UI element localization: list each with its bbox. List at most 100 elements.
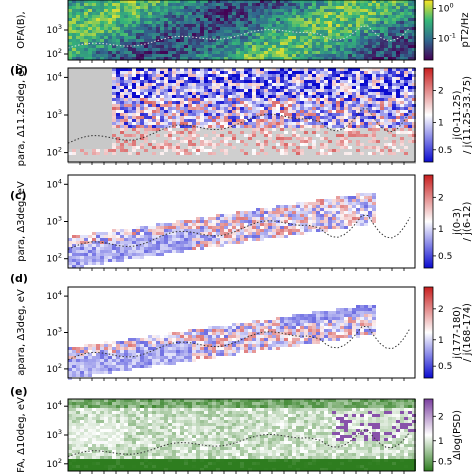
heatmap-cell bbox=[332, 149, 336, 152]
heatmap-cell bbox=[332, 3, 336, 6]
heatmap-cell bbox=[116, 15, 120, 18]
heatmap-cell bbox=[360, 152, 364, 155]
heatmap-cell bbox=[236, 9, 240, 12]
heatmap-cell bbox=[300, 95, 304, 98]
heatmap-cell bbox=[352, 3, 356, 6]
heatmap-cell bbox=[156, 33, 160, 36]
heatmap-cell bbox=[384, 137, 388, 140]
heatmap-cell bbox=[396, 30, 400, 33]
heatmap-cell bbox=[116, 98, 120, 101]
heatmap-cell bbox=[116, 36, 120, 39]
heatmap-cell bbox=[156, 6, 160, 9]
heatmap-cell bbox=[264, 71, 268, 74]
heatmap-cell bbox=[156, 107, 160, 110]
heatmap-cell bbox=[248, 0, 252, 3]
heatmap-cell bbox=[184, 122, 188, 125]
heatmap-cell bbox=[288, 137, 292, 140]
heatmap-cell bbox=[124, 140, 128, 143]
heatmap-cell bbox=[120, 149, 124, 152]
heatmap-cell bbox=[68, 51, 72, 54]
heatmap-cell bbox=[112, 77, 116, 80]
heatmap-cell bbox=[396, 42, 400, 45]
heatmap-cell bbox=[312, 18, 316, 21]
heatmap-cell bbox=[312, 9, 316, 12]
heatmap-cell bbox=[392, 98, 396, 101]
heatmap-cell bbox=[188, 101, 192, 104]
heatmap-cell bbox=[388, 42, 392, 45]
heatmap-cell bbox=[144, 134, 148, 137]
heatmap-cell bbox=[208, 86, 212, 89]
heatmap-cell bbox=[104, 3, 108, 6]
heatmap-cell bbox=[164, 12, 168, 15]
heatmap-cell bbox=[208, 125, 212, 128]
heatmap-cell bbox=[208, 101, 212, 104]
heatmap-cell bbox=[192, 33, 196, 36]
heatmap-cell bbox=[396, 51, 400, 54]
heatmap-cell bbox=[304, 6, 308, 9]
heatmap-cell bbox=[256, 74, 260, 77]
heatmap-cell bbox=[136, 30, 140, 33]
heatmap-cell bbox=[104, 137, 108, 140]
heatmap-cell bbox=[176, 131, 180, 134]
heatmap-cell bbox=[80, 140, 84, 143]
heatmap-cell bbox=[80, 42, 84, 45]
heatmap-cell bbox=[80, 57, 84, 60]
heatmap-cell bbox=[224, 125, 228, 128]
heatmap-cell bbox=[216, 71, 220, 74]
heatmap-cell bbox=[348, 149, 352, 152]
heatmap-cell bbox=[140, 122, 144, 125]
heatmap-cell bbox=[296, 68, 300, 71]
heatmap-cell bbox=[256, 36, 260, 39]
heatmap-cell bbox=[328, 30, 332, 33]
heatmap-cell bbox=[128, 137, 132, 140]
heatmap-cell bbox=[260, 6, 264, 9]
heatmap-cell bbox=[320, 71, 324, 74]
heatmap-cell bbox=[68, 18, 72, 21]
heatmap-cell bbox=[256, 0, 260, 3]
heatmap-cell bbox=[204, 229, 208, 232]
heatmap-cell bbox=[88, 86, 92, 89]
heatmap-cell bbox=[172, 226, 176, 229]
heatmap-cell bbox=[280, 131, 284, 134]
heatmap-cell bbox=[192, 119, 196, 122]
heatmap-cell bbox=[180, 12, 184, 15]
heatmap-cell bbox=[80, 104, 84, 107]
heatmap-cell bbox=[280, 158, 284, 161]
heatmap-cell bbox=[196, 226, 200, 229]
heatmap-cell bbox=[160, 250, 164, 253]
heatmap-cell bbox=[228, 134, 232, 137]
heatmap-cell bbox=[84, 238, 88, 241]
heatmap-cell bbox=[116, 155, 120, 158]
heatmap-cell bbox=[356, 77, 360, 80]
heatmap-cell bbox=[276, 33, 280, 36]
heatmap-cell bbox=[100, 6, 104, 9]
heatmap-cell bbox=[268, 104, 272, 107]
heatmap-cell bbox=[144, 247, 148, 250]
heatmap-cell bbox=[168, 27, 172, 30]
heatmap-cell bbox=[212, 116, 216, 119]
heatmap-cell bbox=[396, 86, 400, 89]
heatmap-cell bbox=[408, 71, 412, 74]
heatmap-cell bbox=[168, 68, 172, 71]
heatmap-cell bbox=[304, 125, 308, 128]
heatmap-cell bbox=[184, 36, 188, 39]
heatmap-cell bbox=[356, 146, 360, 149]
heatmap-cell bbox=[268, 116, 272, 119]
heatmap-cell bbox=[288, 110, 292, 113]
heatmap-cell bbox=[148, 131, 152, 134]
heatmap-cell bbox=[344, 27, 348, 30]
heatmap-cell bbox=[340, 107, 344, 110]
heatmap-cell bbox=[300, 51, 304, 54]
heatmap-cell bbox=[216, 30, 220, 33]
heatmap-cell bbox=[136, 54, 140, 57]
heatmap-cell bbox=[288, 45, 292, 48]
heatmap-cell bbox=[156, 80, 160, 83]
heatmap-cell bbox=[200, 0, 204, 3]
heatmap-cell bbox=[368, 74, 372, 77]
heatmap-cell bbox=[100, 113, 104, 116]
heatmap-cell bbox=[340, 98, 344, 101]
heatmap-cell bbox=[76, 39, 80, 42]
heatmap-cell bbox=[180, 95, 184, 98]
heatmap-cell bbox=[188, 15, 192, 18]
heatmap-cell bbox=[308, 12, 312, 15]
